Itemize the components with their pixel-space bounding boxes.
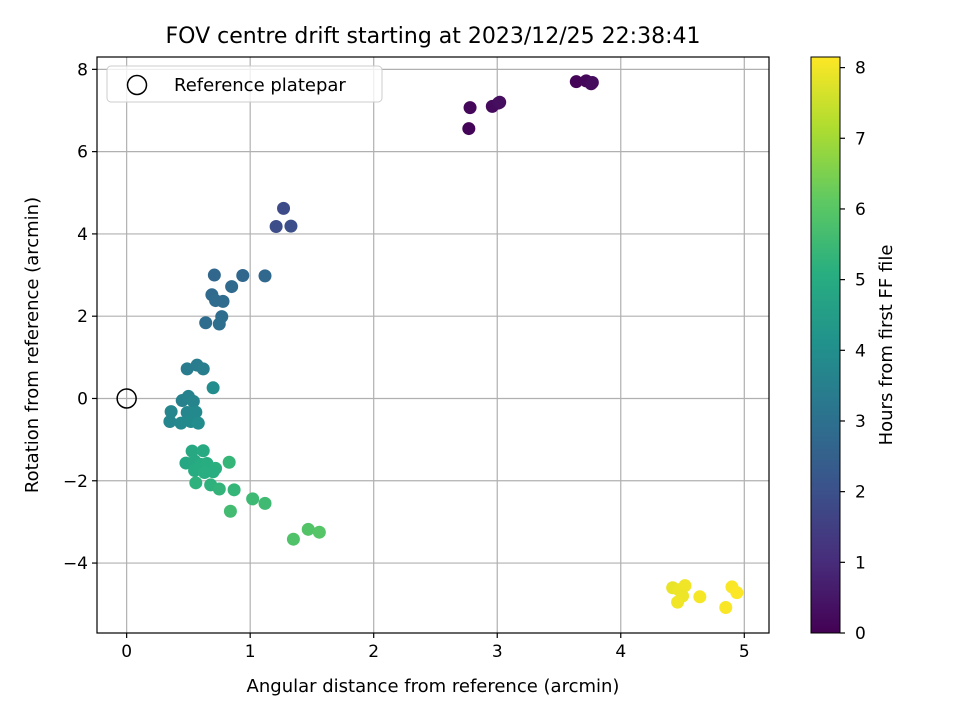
x-tick-label: 3: [492, 642, 503, 662]
colorbar-tick-label: 3: [855, 412, 866, 432]
colorbar-tick-label: 0: [855, 624, 866, 644]
scatter-point: [585, 76, 599, 90]
x-tick-label: 1: [245, 642, 256, 662]
y-tick-label: 8: [77, 60, 88, 80]
colorbar-ticks: 0 1 2 3 4 5 6 7 8: [840, 59, 866, 644]
x-axis-ticks: 0 1 2 3 4 5: [121, 633, 750, 662]
scatter-point: [206, 465, 220, 479]
scatter-point: [493, 95, 507, 109]
y-tick-label: −4: [63, 554, 88, 574]
scatter-point: [258, 269, 272, 283]
legend-marker-icon: [126, 74, 148, 96]
scatter-point: [258, 496, 272, 510]
scatter-point: [186, 394, 200, 408]
scatter-point: [693, 590, 707, 604]
scatter-point: [212, 482, 226, 496]
scatter-point: [569, 75, 583, 89]
colorbar-tick-label: 5: [855, 271, 866, 291]
scatter-point: [246, 492, 260, 506]
scatter-point: [463, 101, 477, 115]
y-tick-label: 2: [77, 307, 88, 327]
legend-box: [106, 65, 383, 103]
scatter-point: [185, 444, 199, 458]
y-tick-label: −2: [63, 472, 88, 492]
colorbar: 0 1 2 3 4 5 6 7 8 Hours from first FF file: [810, 56, 897, 644]
scatter-point: [199, 316, 213, 330]
colorbar-gradient: [810, 56, 841, 634]
scatter-point: [196, 444, 210, 458]
colorbar-tick-label: 4: [855, 341, 866, 361]
plot-frame: [96, 56, 770, 634]
scatter-point: [312, 525, 326, 539]
scatter-point: [730, 586, 744, 600]
colorbar-tick-label: 6: [855, 200, 866, 220]
scatter-point: [277, 201, 291, 215]
chart-title: FOV centre drift starting at 2023/12/25 …: [166, 24, 701, 49]
x-axis-label: Angular distance from reference (arcmin): [247, 676, 620, 697]
scatter-point: [191, 416, 205, 430]
scatter-point: [225, 280, 239, 294]
colorbar-tick-label: 2: [855, 483, 866, 503]
scatter-point: [269, 220, 283, 234]
grid: [97, 57, 769, 633]
scatter-points: [163, 74, 744, 614]
colorbar-tick-label: 1: [855, 553, 866, 573]
x-tick-label: 0: [121, 642, 132, 662]
scatter-point: [206, 381, 220, 395]
scatter-point: [671, 595, 685, 609]
scatter-point: [223, 504, 237, 518]
scatter-point: [236, 268, 250, 282]
scatter-point: [286, 532, 300, 546]
y-axis-label: Rotation from reference (arcmin): [22, 197, 43, 493]
scatter-point: [212, 317, 226, 331]
scatter-point: [207, 268, 221, 282]
scatter-point: [678, 579, 692, 593]
scatter-point: [227, 483, 241, 497]
scatter-point: [180, 362, 194, 376]
x-tick-label: 4: [615, 642, 626, 662]
y-tick-label: 4: [77, 225, 88, 245]
scatter-point: [174, 416, 188, 430]
x-tick-label: 2: [368, 642, 379, 662]
scatter-point: [719, 600, 733, 614]
y-axis-ticks: −4 −2 0 2 4 6 8: [63, 60, 97, 574]
scatter-point: [196, 362, 210, 376]
scatter-point: [163, 415, 177, 429]
scatter-point: [188, 463, 202, 477]
colorbar-tick-label: 8: [855, 59, 866, 79]
scatter-point: [301, 522, 315, 536]
legend-entry-label: Reference platepar: [174, 75, 346, 96]
scatter-point: [189, 476, 203, 490]
y-tick-label: 0: [77, 389, 88, 409]
x-tick-label: 5: [739, 642, 750, 662]
legend: Reference platepar: [106, 65, 383, 103]
reference-point-marker: [116, 388, 137, 409]
scatter-point: [222, 455, 236, 469]
colorbar-label: Hours from first FF file: [876, 245, 897, 446]
scatter-point: [164, 405, 178, 419]
scatter-point: [284, 219, 298, 233]
scatter-point: [462, 122, 476, 136]
scatter-point: [216, 294, 230, 308]
plot-area: 0 1 2 3 4 5 −4 −2 0 2 4 6 8 Reference platepar: [63, 56, 770, 662]
colorbar-tick-label: 7: [855, 129, 866, 149]
y-tick-label: 6: [77, 143, 88, 163]
